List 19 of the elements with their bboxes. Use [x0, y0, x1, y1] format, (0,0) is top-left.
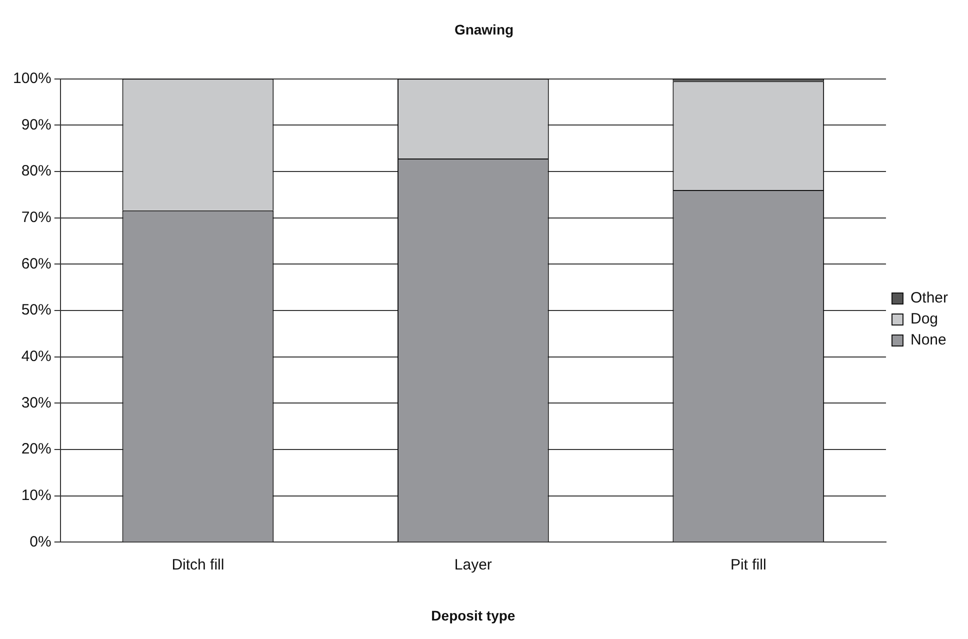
y-tick-label: 30%: [21, 394, 52, 412]
x-tick-label: Layer: [454, 556, 492, 574]
y-tick-label: 50%: [21, 302, 52, 319]
y-tick-label: 90%: [21, 116, 52, 134]
legend-label: Dog: [910, 310, 938, 328]
y-tick-label: 40%: [21, 348, 52, 365]
y-tick-label: 60%: [21, 255, 52, 272]
x-tick-label: Ditch fill: [172, 556, 224, 574]
y-tick-label: 20%: [21, 440, 52, 458]
y-tick-label: 100%: [12, 70, 52, 87]
x-axis-title: Deposit type: [431, 607, 516, 624]
y-tick-label: 80%: [21, 162, 52, 180]
chart-title: Gnawing: [454, 21, 514, 38]
x-tick-label: Pit fill: [730, 556, 766, 574]
y-tick-label: 10%: [21, 487, 52, 504]
legend-label: None: [910, 332, 946, 349]
y-tick-label: 0%: [30, 533, 52, 550]
legend-label: Other: [910, 290, 948, 307]
y-tick-label: 70%: [21, 208, 52, 226]
